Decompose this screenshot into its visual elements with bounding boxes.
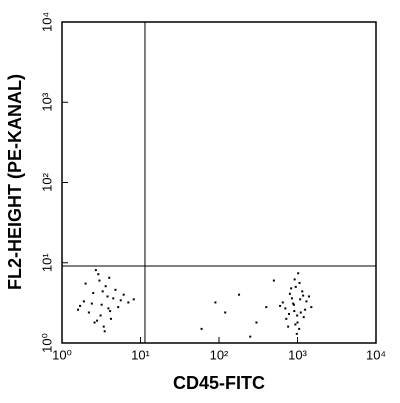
dot bbox=[117, 306, 120, 309]
dot bbox=[255, 321, 258, 324]
y-tick-label: 10² bbox=[39, 172, 54, 191]
dot bbox=[288, 292, 291, 295]
dot bbox=[200, 327, 203, 330]
dot bbox=[101, 290, 104, 293]
dot bbox=[103, 330, 106, 333]
dot bbox=[301, 290, 304, 293]
dot bbox=[96, 319, 99, 322]
dot bbox=[288, 312, 291, 315]
dot bbox=[106, 295, 109, 298]
dot bbox=[99, 314, 102, 317]
dot bbox=[299, 311, 302, 314]
dot bbox=[107, 307, 110, 310]
dot bbox=[285, 317, 288, 320]
y-tick-label: 10¹ bbox=[39, 253, 54, 272]
dot bbox=[90, 302, 93, 305]
y-tick-label: 10⁴ bbox=[39, 12, 54, 32]
dot bbox=[292, 303, 295, 306]
dot bbox=[294, 323, 297, 326]
dot bbox=[272, 279, 275, 282]
dot bbox=[307, 295, 310, 298]
x-axis-label: CD45-FITC bbox=[173, 373, 265, 393]
dot bbox=[114, 288, 117, 291]
dot bbox=[284, 307, 287, 310]
dot bbox=[292, 302, 295, 305]
dot bbox=[127, 301, 130, 304]
dot bbox=[297, 272, 300, 275]
dot bbox=[238, 293, 241, 296]
dot bbox=[305, 300, 308, 303]
dot bbox=[296, 321, 299, 324]
dot bbox=[122, 293, 125, 296]
dot bbox=[98, 279, 101, 282]
dot bbox=[82, 300, 85, 303]
dot bbox=[298, 327, 301, 330]
dot bbox=[279, 304, 282, 307]
dot bbox=[79, 304, 82, 307]
dot bbox=[214, 301, 217, 304]
dot bbox=[302, 294, 305, 297]
dot bbox=[293, 310, 296, 313]
dot bbox=[287, 325, 290, 328]
x-tick-label: 10⁴ bbox=[366, 347, 386, 362]
dot bbox=[87, 311, 90, 314]
y-tick-label: 10³ bbox=[39, 92, 54, 111]
x-tick-label: 10⁰ bbox=[52, 347, 72, 362]
dot bbox=[77, 308, 80, 311]
y-axis-label: FL2-HEIGHT (PE-KANAL) bbox=[5, 74, 25, 290]
dot bbox=[94, 269, 97, 272]
dot bbox=[97, 273, 100, 276]
dot bbox=[109, 310, 112, 313]
dot bbox=[249, 335, 252, 338]
dot bbox=[112, 297, 115, 300]
x-tick-label: 10¹ bbox=[131, 347, 150, 362]
dot bbox=[93, 321, 96, 324]
dot bbox=[302, 316, 305, 319]
dot bbox=[104, 285, 107, 288]
y-tick-label: 10⁰ bbox=[39, 333, 54, 353]
x-tick-label: 10² bbox=[210, 347, 229, 362]
dot bbox=[102, 325, 105, 328]
dot bbox=[109, 317, 112, 320]
dot bbox=[84, 282, 87, 285]
dot bbox=[265, 306, 268, 309]
dot bbox=[290, 297, 293, 300]
dot bbox=[310, 306, 313, 309]
dot bbox=[304, 308, 307, 311]
dot bbox=[290, 287, 293, 290]
dot bbox=[296, 314, 299, 317]
dot bbox=[281, 301, 284, 304]
dot bbox=[295, 332, 298, 335]
x-tick-label: 10³ bbox=[288, 347, 307, 362]
dot bbox=[100, 303, 103, 306]
dot bbox=[132, 298, 135, 301]
dot bbox=[224, 311, 227, 314]
dot bbox=[294, 285, 297, 288]
dot bbox=[108, 276, 111, 279]
dot bbox=[119, 299, 122, 302]
dot bbox=[92, 291, 95, 294]
plot-frame bbox=[61, 21, 377, 344]
dot bbox=[299, 298, 302, 301]
dot bbox=[298, 281, 301, 284]
dot bbox=[293, 278, 296, 281]
